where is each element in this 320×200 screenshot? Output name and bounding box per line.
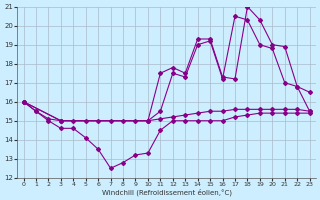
X-axis label: Windchill (Refroidissement éolien,°C): Windchill (Refroidissement éolien,°C) [101,188,232,196]
